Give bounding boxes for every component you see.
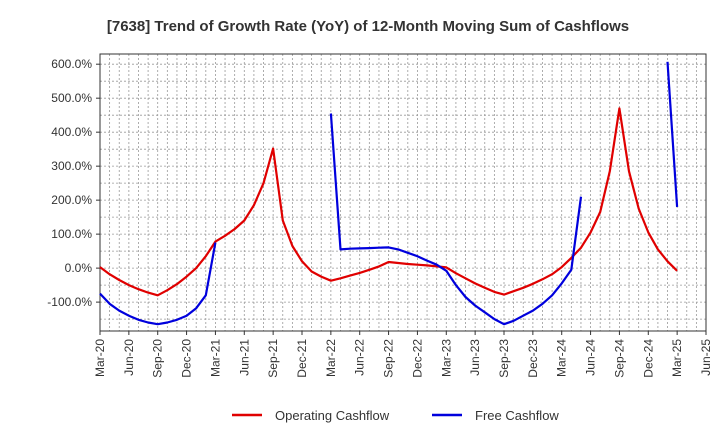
x-tick-label: Mar-21 <box>208 339 222 377</box>
y-tick-label: 100.0% <box>51 227 92 241</box>
x-tick-label: Sep-21 <box>266 339 280 378</box>
y-tick-label: -100.0% <box>47 295 92 309</box>
x-tick-label: Jun-20 <box>122 339 136 376</box>
x-tick-label: Jun-24 <box>584 339 598 376</box>
y-tick-label: 400.0% <box>51 125 92 139</box>
series-line-free-cashflow <box>666 61 679 207</box>
x-tick-label: Sep-20 <box>151 339 165 378</box>
y-axis: 600.0% 500.0% 400.0% 300.0% 200.0% 100.0% 0.0%… <box>47 57 100 309</box>
grid <box>100 54 706 331</box>
legend: Operating Cashflow Free Cashflow <box>232 408 559 423</box>
x-tick-label: Sep-24 <box>612 339 626 378</box>
x-tick-label: Jun-25 <box>699 339 713 376</box>
y-tick-label: 300.0% <box>51 159 92 173</box>
x-tick-label: Dec-21 <box>295 339 309 378</box>
x-tick-label: Jun-22 <box>353 339 367 376</box>
x-tick-label: Mar-20 <box>93 339 107 377</box>
chart-title: [7638] Trend of Growth Rate (YoY) of 12-… <box>107 18 629 35</box>
y-tick-label: 200.0% <box>51 193 92 207</box>
legend-label-operating-cashflow: Operating Cashflow <box>275 408 390 423</box>
x-axis: Mar-20 Jun-20 Sep-20 Dec-20 Mar-21 Jun-21 Sep-… <box>93 331 713 378</box>
x-tick-label: Dec-20 <box>180 339 194 378</box>
series-line-free-cashflow <box>329 113 583 326</box>
x-tick-label: Sep-23 <box>497 339 511 378</box>
x-tick-label: Mar-22 <box>324 339 338 377</box>
x-tick-label: Mar-25 <box>670 339 684 377</box>
y-tick-label: 500.0% <box>51 91 92 105</box>
x-tick-label: Dec-22 <box>410 339 424 378</box>
y-tick-label: 0.0% <box>65 261 93 275</box>
y-tick-label: 600.0% <box>51 57 92 71</box>
x-tick-label: Jun-21 <box>237 339 251 376</box>
x-tick-label: Dec-24 <box>641 339 655 378</box>
series-line-operating-cashflow <box>99 107 678 297</box>
x-tick-label: Jun-23 <box>468 339 482 376</box>
plot-frame <box>99 53 707 332</box>
x-tick-label: Mar-24 <box>555 339 569 377</box>
x-tick-label: Mar-23 <box>439 339 453 377</box>
x-tick-label: Sep-22 <box>382 339 396 378</box>
series-lines <box>99 61 679 326</box>
x-tick-label: Dec-23 <box>526 339 540 378</box>
legend-label-free-cashflow: Free Cashflow <box>475 408 559 423</box>
series-line-free-cashflow <box>99 242 217 326</box>
